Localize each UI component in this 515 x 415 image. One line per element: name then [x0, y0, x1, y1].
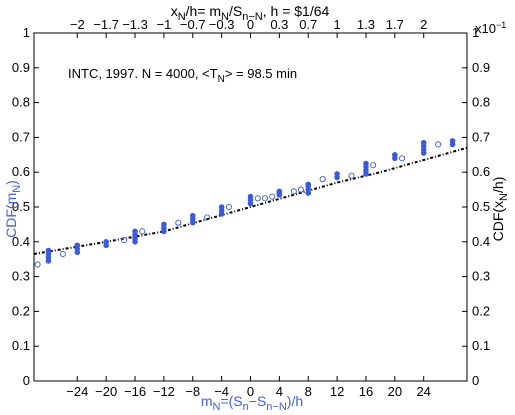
- open-point: [225, 203, 232, 211]
- y-right-tick-label: 0.6: [472, 164, 490, 179]
- open-point: [398, 155, 406, 162]
- open-point: [121, 237, 128, 244]
- y-left-tick-label: 0: [23, 373, 30, 388]
- x-top-tick-label: −2: [70, 17, 85, 32]
- x-top-tick-label: −1.7: [93, 17, 119, 32]
- x-bottom-tick-label: −12: [153, 384, 175, 399]
- y-left-tick-label: 0.8: [12, 95, 30, 110]
- annotation-text: INTC, 1997. N = 4000, <TN> = 98.5 min: [68, 66, 297, 85]
- filled-point: [103, 239, 109, 245]
- y-right-tick-label: 0.8: [472, 95, 490, 110]
- y-right-tick-label: 0.7: [472, 129, 490, 144]
- open-point: [175, 219, 182, 226]
- x-bottom-tick-label: −8: [185, 384, 200, 399]
- right-y-axis-label: CDF(xN/h): [490, 177, 510, 242]
- x-top-tick-label: 2: [420, 17, 427, 32]
- x-top-tick-label: 1.3: [357, 17, 375, 32]
- y-left-tick-label: 1: [23, 25, 30, 40]
- filled-point: [161, 221, 167, 228]
- x-bottom-tick-label: 24: [416, 384, 430, 399]
- filled-point: [276, 188, 283, 195]
- x-bottom-ticks: −24 −20 −16 −12 −8 −4 0 4 8 12 16 20 24: [66, 376, 431, 399]
- open-point: [254, 195, 261, 202]
- x-bottom-tick-label: −4: [214, 384, 229, 399]
- x-bottom-tick-label: −24: [66, 384, 88, 399]
- y-right-tick-label: 0.4: [472, 234, 490, 249]
- filled-point: [74, 242, 81, 249]
- y-right-tick-label: 0.5: [472, 199, 490, 214]
- x-top-tick-label: 1.7: [386, 17, 404, 32]
- fit-line-path: [33, 146, 468, 255]
- filled-point: [189, 212, 196, 219]
- open-point: [297, 186, 305, 193]
- open-point: [34, 261, 41, 268]
- y-left-tick-label: 0.2: [12, 303, 30, 318]
- open-point: [435, 141, 442, 148]
- x-top-tick-label: −1.3: [122, 17, 148, 32]
- y-right-tick-label: 0.2: [472, 303, 490, 318]
- filled-point: [45, 247, 52, 254]
- filled-point: [132, 228, 138, 235]
- x-top-tick-label: 0.7: [299, 17, 317, 32]
- top-x-axis-label: xN/h= mN/Sn−N, h = $1/64: [171, 3, 330, 23]
- x-bottom-tick-label: 16: [359, 384, 373, 399]
- left-y-axis-label: CDF(mN): [3, 180, 23, 238]
- y-left-tick-label: 0.4: [12, 234, 30, 249]
- filled-point: [247, 193, 254, 200]
- y-left-tick-label: 0.7: [12, 129, 30, 144]
- y-left-ticks: 0 0.1 0.2 0.3 0.4 0.5 0.6 0.7 0.8 0.9 1: [12, 25, 39, 388]
- open-series: [34, 141, 442, 268]
- x-top-tick-label: −0.3: [209, 17, 235, 32]
- open-point: [319, 176, 326, 183]
- x-bottom-tick-label: 20: [388, 384, 402, 399]
- y-right-tick-label: 0.9: [472, 60, 490, 75]
- open-point: [370, 162, 377, 169]
- x-bottom-tick-label: 0: [247, 384, 254, 399]
- open-point: [59, 250, 66, 258]
- filled-point: [420, 139, 427, 146]
- x-bottom-tick-label: −20: [95, 384, 117, 399]
- open-point: [204, 214, 211, 221]
- y-left-tick-label: 0.6: [12, 164, 30, 179]
- filled-point: [449, 138, 456, 144]
- open-point: [139, 228, 146, 235]
- x-top-tick-label: 0: [247, 17, 254, 32]
- fit-line: [33, 146, 468, 255]
- filled-series: [45, 138, 456, 264]
- y-right-tick-label: 0: [472, 373, 479, 388]
- x-top-tick-label: −1: [156, 17, 171, 32]
- y-right-ticks: 0 0.1 0.2 0.3 0.4 0.5 0.6 0.7 0.8 0.9 1: [462, 25, 490, 388]
- y-left-tick-label: 0.3: [12, 269, 30, 284]
- open-point: [269, 193, 276, 200]
- filled-point: [392, 152, 398, 158]
- y-right-tick-label: 1: [472, 25, 479, 40]
- y-left-tick-label: 0.1: [12, 338, 30, 353]
- filled-point: [305, 181, 312, 188]
- x-bottom-tick-label: 4: [276, 384, 283, 399]
- y-right-tick-label: 0.3: [472, 269, 490, 284]
- y-left-tick-label: 0.9: [12, 60, 30, 75]
- filled-point: [363, 160, 369, 167]
- y-right-tick-label: 0.1: [472, 338, 490, 353]
- open-point: [261, 195, 268, 202]
- x-bottom-tick-label: 8: [305, 384, 312, 399]
- y-left-tick-label: 0.5: [12, 199, 30, 214]
- x-bottom-tick-label: 12: [330, 384, 344, 399]
- x-top-ticks: −2 −1.7 −1.3 −1 −0.7 −0.3 0 0.3 0.7 1 1.3 1.7 2: [70, 17, 427, 38]
- open-point: [290, 188, 297, 195]
- open-point: [348, 172, 355, 179]
- x-top-tick-label: 1: [333, 17, 340, 32]
- filled-point: [218, 204, 225, 210]
- filled-point: [334, 171, 340, 177]
- x-bottom-tick-label: −16: [124, 384, 146, 399]
- top-axis-multiplier: x10−1: [475, 20, 506, 36]
- bottom-x-axis-label: mN=(Sn−Sn−N)/h: [201, 393, 303, 413]
- x-top-tick-label: −0.7: [180, 17, 206, 32]
- x-top-tick-label: 0.3: [270, 17, 288, 32]
